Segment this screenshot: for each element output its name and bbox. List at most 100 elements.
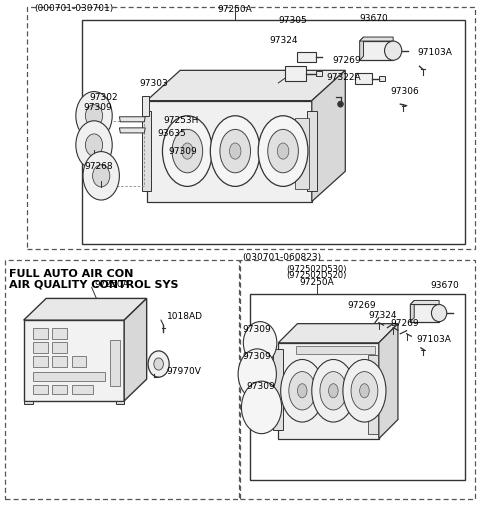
Text: 93670: 93670 <box>360 14 388 23</box>
Polygon shape <box>278 324 398 343</box>
Ellipse shape <box>162 117 212 187</box>
Ellipse shape <box>312 360 355 422</box>
Polygon shape <box>116 401 124 405</box>
Ellipse shape <box>258 117 308 187</box>
Ellipse shape <box>148 351 169 377</box>
Ellipse shape <box>220 130 251 173</box>
Polygon shape <box>260 343 268 351</box>
Polygon shape <box>360 42 393 61</box>
Ellipse shape <box>268 130 299 173</box>
Text: 97306: 97306 <box>391 87 420 96</box>
Polygon shape <box>24 321 124 401</box>
Bar <box>110 341 120 386</box>
Ellipse shape <box>229 144 241 160</box>
Ellipse shape <box>76 92 112 141</box>
Ellipse shape <box>328 384 338 398</box>
Bar <box>27 8 475 250</box>
Text: 93670: 93670 <box>431 281 459 290</box>
Text: 97302: 97302 <box>89 93 118 102</box>
Bar <box>33 372 105 381</box>
Polygon shape <box>142 96 149 117</box>
Ellipse shape <box>337 102 343 108</box>
Bar <box>72 385 93 394</box>
Polygon shape <box>273 349 283 430</box>
Text: 97305: 97305 <box>278 16 307 25</box>
Text: (972502D530): (972502D530) <box>287 264 347 273</box>
Bar <box>368 356 378 434</box>
Polygon shape <box>257 374 267 384</box>
Text: (030701-060823): (030701-060823) <box>242 252 322 262</box>
Text: (000701-030701): (000701-030701) <box>34 4 113 13</box>
Ellipse shape <box>241 381 282 434</box>
Text: 97250A: 97250A <box>299 277 334 286</box>
Polygon shape <box>142 112 152 192</box>
Text: 97324: 97324 <box>270 35 298 44</box>
Ellipse shape <box>351 372 378 410</box>
Text: 97103A: 97103A <box>416 335 451 343</box>
Polygon shape <box>24 401 33 405</box>
Ellipse shape <box>172 130 203 173</box>
Polygon shape <box>307 112 317 192</box>
Bar <box>52 385 67 394</box>
Polygon shape <box>379 77 384 82</box>
Bar <box>72 356 86 367</box>
Ellipse shape <box>343 360 386 422</box>
Polygon shape <box>147 102 312 202</box>
Text: 97303: 97303 <box>140 79 168 88</box>
Bar <box>52 356 67 367</box>
Bar <box>4 260 239 499</box>
Bar <box>52 342 67 353</box>
Text: FULL AUTO AIR CON: FULL AUTO AIR CON <box>9 269 134 279</box>
Text: 97324: 97324 <box>368 311 397 320</box>
Ellipse shape <box>243 322 277 364</box>
Ellipse shape <box>154 358 163 370</box>
Ellipse shape <box>432 305 447 322</box>
Polygon shape <box>124 299 147 401</box>
Text: 93635: 93635 <box>157 129 186 138</box>
Ellipse shape <box>93 165 110 187</box>
Bar <box>82 21 465 245</box>
Polygon shape <box>120 118 145 123</box>
Text: AIR QUALITY CONTROL SYS: AIR QUALITY CONTROL SYS <box>9 279 179 289</box>
Text: 97970V: 97970V <box>167 366 202 375</box>
Bar <box>240 260 475 499</box>
Polygon shape <box>360 38 363 61</box>
Ellipse shape <box>210 117 260 187</box>
Text: (972502D520): (972502D520) <box>287 271 347 280</box>
Polygon shape <box>316 72 323 77</box>
Ellipse shape <box>298 384 307 398</box>
Bar <box>33 342 48 353</box>
Bar <box>33 328 48 339</box>
Polygon shape <box>286 67 306 82</box>
Polygon shape <box>147 71 345 102</box>
Bar <box>33 385 48 394</box>
Text: 97269: 97269 <box>347 301 376 310</box>
Text: 97309: 97309 <box>84 103 112 112</box>
Bar <box>104 122 144 187</box>
Ellipse shape <box>181 144 193 160</box>
Bar <box>295 119 310 189</box>
Ellipse shape <box>320 372 347 410</box>
Polygon shape <box>312 71 345 202</box>
Ellipse shape <box>277 144 289 160</box>
Polygon shape <box>24 299 147 321</box>
Polygon shape <box>355 74 372 85</box>
Text: 97250A: 97250A <box>218 5 252 14</box>
Ellipse shape <box>76 122 112 170</box>
Ellipse shape <box>289 372 316 410</box>
Text: 97322A: 97322A <box>326 73 361 82</box>
Ellipse shape <box>85 135 103 157</box>
Text: 97103A: 97103A <box>417 47 452 57</box>
Text: 1018AD: 1018AD <box>167 312 203 321</box>
Text: 97309: 97309 <box>168 146 197 155</box>
Polygon shape <box>379 324 398 439</box>
Text: 97253H: 97253H <box>163 116 199 125</box>
Text: 97309: 97309 <box>247 381 276 390</box>
Ellipse shape <box>360 384 369 398</box>
Polygon shape <box>410 301 414 322</box>
Ellipse shape <box>384 42 402 61</box>
Polygon shape <box>298 53 316 63</box>
Ellipse shape <box>83 153 120 200</box>
Ellipse shape <box>85 106 103 128</box>
Text: 97309: 97309 <box>243 325 272 333</box>
